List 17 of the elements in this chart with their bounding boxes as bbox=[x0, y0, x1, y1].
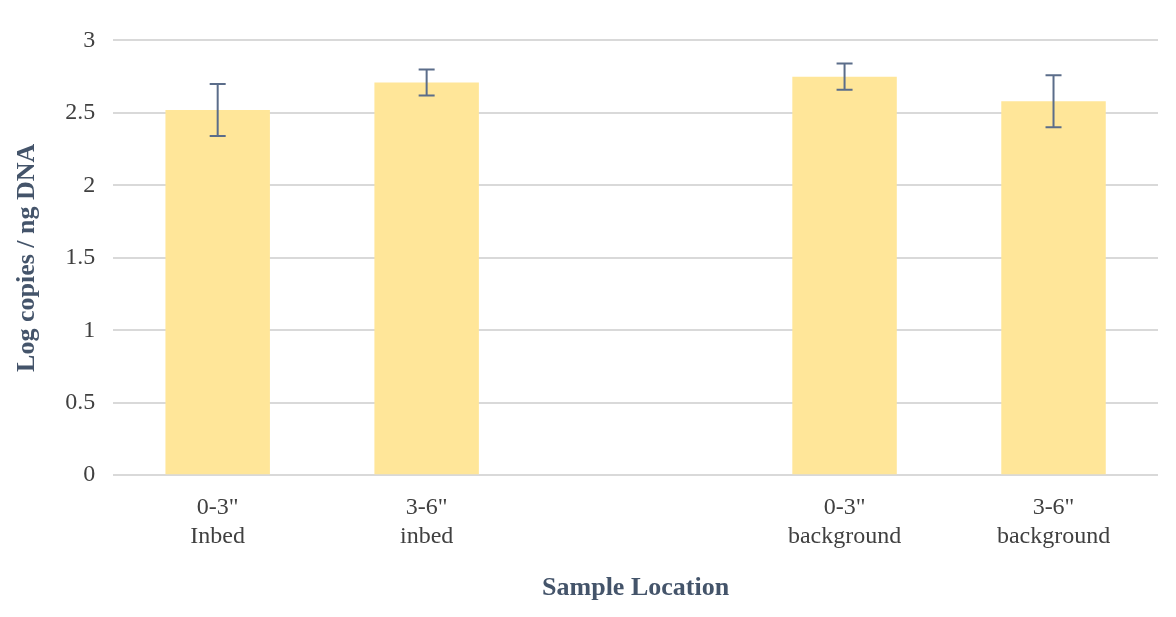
x-tick-label: 3-6" background bbox=[996, 492, 1111, 548]
y-tick-label: 3 bbox=[83, 25, 96, 52]
bar bbox=[1001, 101, 1106, 475]
y-tick-label: 2 bbox=[83, 170, 96, 197]
x-tick-label: 0-3" Inbed bbox=[190, 492, 246, 548]
x-tick-label: 0-3" background bbox=[787, 492, 902, 548]
y-tick-label: 2.5 bbox=[65, 98, 96, 125]
y-tick-label: 1.5 bbox=[65, 243, 96, 270]
x-axis-title: Sample Location bbox=[542, 572, 730, 602]
y-axis-title: Log copies / ng DNA bbox=[11, 143, 41, 372]
y-tick-label: 1 bbox=[83, 315, 96, 342]
y-tick-label: 0.5 bbox=[65, 388, 96, 415]
bar bbox=[792, 76, 897, 475]
bar bbox=[374, 82, 479, 475]
y-tick-label: 0 bbox=[83, 460, 96, 487]
bar bbox=[165, 109, 270, 475]
x-tick-label: 3-6" inbed bbox=[399, 492, 454, 548]
